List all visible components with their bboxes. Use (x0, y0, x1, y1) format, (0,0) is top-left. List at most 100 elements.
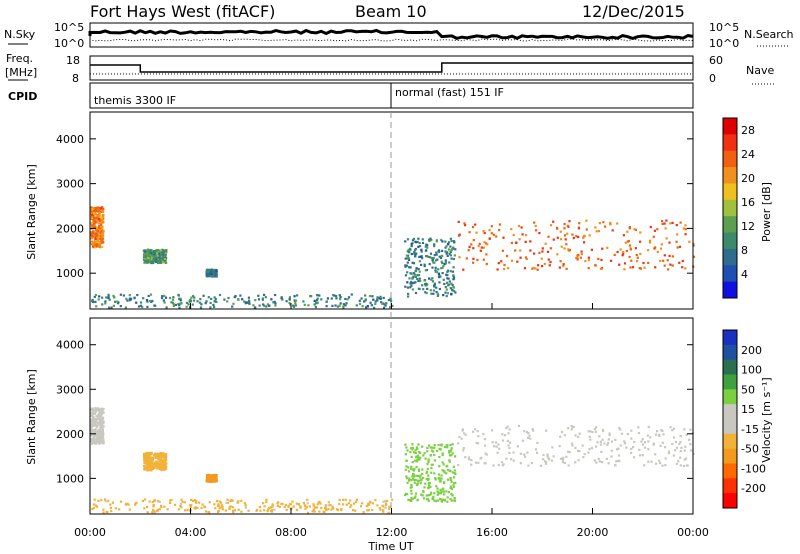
power-cell (420, 263, 423, 266)
velocity-cell (150, 460, 154, 464)
power-cell (405, 254, 408, 257)
velocity-cell (258, 505, 261, 509)
y-tick-label: 1000 (56, 267, 84, 280)
power-cell (92, 218, 95, 221)
power-cell (209, 272, 212, 275)
velocity-cell (120, 500, 123, 503)
velocity-cell (641, 443, 644, 446)
velocity-cell (589, 438, 592, 441)
power-cell (422, 288, 425, 291)
velocity-cell (163, 505, 166, 508)
power-cell (90, 242, 93, 246)
power-cell (671, 264, 674, 267)
power-cell (636, 256, 639, 259)
power-cell (263, 304, 266, 307)
velocity-cell (91, 407, 94, 410)
power-cell (113, 296, 116, 299)
power-cell (654, 266, 657, 269)
velocity-cell (536, 451, 539, 454)
velocity-cell (548, 458, 551, 461)
power-cell (624, 241, 627, 244)
power-cell (90, 241, 93, 244)
power-cell (458, 256, 461, 259)
power-cell (122, 294, 125, 297)
power-cell (93, 208, 96, 211)
velocity-cell (99, 425, 102, 428)
power-cell (101, 225, 104, 228)
power-cell (97, 206, 101, 209)
velocity-cell (483, 462, 486, 465)
velocity-cell (100, 499, 103, 502)
power-cell (585, 219, 588, 222)
velocity-cell (101, 418, 104, 421)
power-cell (418, 287, 421, 291)
power-cell (147, 260, 150, 263)
power-cell (315, 302, 318, 305)
velocity-cell (626, 432, 629, 436)
velocity-cell (432, 450, 435, 453)
power-cell (415, 241, 418, 244)
velocity-cell (662, 433, 665, 436)
velocity-cell (265, 498, 268, 501)
velocity-cell (429, 453, 432, 457)
power-cell (170, 301, 173, 304)
power-cell (158, 253, 161, 256)
velocity-cell (90, 433, 93, 436)
power-cell (418, 270, 421, 273)
velocity-cell (567, 450, 570, 453)
velocity-cell (506, 425, 509, 428)
power-cell (609, 221, 612, 224)
power-cell (101, 220, 104, 223)
velocity-cell (423, 486, 426, 489)
velocity-cell (203, 505, 206, 508)
power-cell (533, 221, 536, 224)
velocity-cell (145, 465, 148, 469)
velocity-cell (417, 474, 420, 477)
velocity-cell (160, 454, 163, 457)
x-tick-label: 04:00 (175, 526, 207, 539)
velocity-cell (449, 485, 452, 488)
velocity-cell (682, 464, 685, 468)
power-cell (370, 304, 373, 307)
power-cell (178, 306, 181, 309)
power-cell (434, 266, 437, 269)
velocity-cell (480, 456, 483, 459)
velocity-cell (320, 507, 323, 510)
power-cell (368, 295, 372, 298)
velocity-cell (142, 464, 146, 468)
power-cell (192, 299, 196, 302)
power-cell (431, 280, 434, 283)
velocity-cell (483, 438, 487, 441)
velocity-cell (243, 502, 246, 505)
power-colorbar-swatch (723, 281, 737, 299)
velocity-cell (607, 462, 610, 465)
velocity-cell (100, 426, 104, 430)
power-cell (538, 251, 541, 254)
velocity-cell (641, 454, 644, 457)
power-cell (444, 260, 447, 263)
power-cell (142, 258, 146, 261)
velocity-cell (542, 453, 545, 457)
power-cell (273, 300, 276, 303)
velocity-cell (94, 424, 97, 427)
velocity-cell (145, 453, 148, 456)
power-cell (450, 293, 453, 296)
power-cell (314, 305, 317, 309)
power-cell (623, 262, 627, 265)
power-cell (93, 244, 96, 247)
velocity-cell (425, 470, 428, 473)
power-colorbar-swatch (723, 118, 737, 135)
power-cell (339, 296, 342, 299)
power-cell (425, 243, 428, 246)
power-cell (161, 255, 164, 258)
velocity-cell (501, 439, 504, 442)
power-cell (424, 269, 427, 272)
power-cell (94, 225, 97, 228)
velocity-cell (512, 451, 515, 454)
velocity-cell (193, 499, 196, 502)
velocity-cell (678, 442, 681, 446)
velocity-cell (664, 457, 667, 460)
power-cell (414, 291, 418, 295)
velocity-cell (500, 461, 504, 464)
velocity-cell (162, 468, 165, 471)
